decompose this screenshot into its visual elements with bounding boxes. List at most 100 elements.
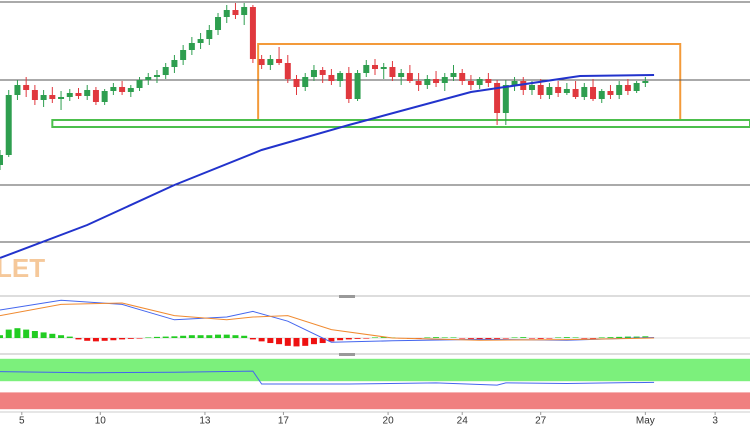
histogram-bar — [23, 329, 30, 338]
histogram-bar — [433, 337, 440, 338]
candle-body — [153, 75, 160, 77]
candle-body — [110, 87, 117, 91]
rsi-band — [0, 358, 750, 382]
candle-body — [398, 73, 405, 77]
zone — [51, 119, 750, 128]
histogram-bar — [284, 338, 291, 346]
x-tick-label: 5 — [19, 416, 25, 427]
candle-body — [441, 77, 448, 83]
candle-body — [145, 77, 152, 80]
histogram-bar — [92, 338, 99, 342]
candle-body — [511, 81, 518, 85]
histogram-bar — [249, 338, 256, 340]
histogram-bar — [581, 338, 588, 339]
candle-body — [267, 59, 274, 65]
histogram-bar — [328, 338, 335, 342]
histogram-bar — [267, 338, 274, 344]
histogram-bar — [555, 337, 562, 338]
histogram-bar — [520, 337, 527, 338]
histogram-bar — [84, 338, 91, 341]
candle-body — [415, 81, 422, 85]
candle-body — [459, 73, 466, 81]
candle-body — [406, 73, 413, 81]
candle-body — [31, 90, 38, 100]
candle-body — [450, 73, 457, 77]
histogram-bar — [476, 338, 483, 340]
histogram-bar — [215, 334, 222, 338]
histogram-bar — [450, 337, 457, 338]
moving-average — [0, 74, 655, 259]
histogram-bar — [153, 336, 160, 338]
histogram-bar — [563, 337, 570, 338]
resize-handle[interactable] — [339, 295, 355, 298]
candle-body — [241, 7, 248, 15]
histogram-bar — [241, 335, 248, 338]
histogram-bar — [607, 337, 614, 338]
candle-body — [58, 97, 65, 99]
histogram-bar — [380, 337, 387, 338]
candle-body — [528, 85, 535, 90]
candle-body — [75, 93, 82, 96]
candle-body — [284, 63, 291, 79]
candle-body — [258, 59, 265, 65]
histogram-bar — [171, 336, 178, 338]
histogram-bar — [494, 338, 501, 339]
candle-body — [372, 65, 378, 69]
candle-body — [276, 59, 283, 63]
histogram-bar — [363, 338, 370, 339]
x-tick-label: May — [636, 416, 655, 427]
candle-body — [494, 83, 501, 113]
histogram-bar — [49, 333, 56, 338]
histogram-bar — [441, 337, 448, 338]
histogram-bar — [502, 338, 509, 339]
histogram-bar — [110, 338, 117, 341]
histogram-bar — [58, 335, 65, 338]
histogram-bar — [40, 332, 47, 338]
histogram-bar — [598, 337, 605, 338]
candle-body — [328, 75, 335, 81]
histogram-bar — [546, 338, 553, 339]
candle-body — [389, 67, 396, 77]
x-tick-label: 17 — [278, 416, 290, 427]
candle-body — [581, 87, 588, 97]
histogram-bar — [302, 338, 309, 346]
candle-body — [23, 85, 30, 90]
histogram-bar — [633, 336, 640, 338]
candle-body — [546, 87, 553, 95]
candle-body — [485, 79, 492, 83]
candle-body — [223, 10, 230, 17]
candle-body — [136, 80, 143, 88]
candle-body — [40, 95, 47, 100]
histogram-bar — [232, 335, 239, 338]
candle-body — [171, 60, 178, 67]
candle-body — [293, 79, 300, 87]
watermark: LET — [0, 253, 45, 283]
x-tick-label: 20 — [383, 416, 395, 427]
resize-handle[interactable] — [339, 353, 355, 356]
candle-body — [127, 88, 134, 92]
candle-body — [162, 67, 169, 75]
histogram-bar — [624, 336, 631, 338]
candle-body — [215, 17, 222, 30]
candle-body — [633, 83, 640, 91]
histogram-bar — [101, 338, 108, 341]
candle-body — [180, 50, 187, 60]
x-tick-label: 13 — [199, 416, 211, 427]
candle-body — [206, 30, 213, 39]
candle-body — [232, 10, 239, 15]
x-tick-label: 10 — [95, 416, 107, 427]
candle-body — [14, 85, 21, 95]
candle-body — [101, 91, 108, 102]
histogram-bar — [459, 338, 466, 339]
candle-body — [537, 85, 544, 95]
histogram-bar — [511, 337, 518, 338]
histogram-bar — [572, 337, 579, 338]
candle-body — [563, 89, 570, 93]
candle-body — [249, 7, 256, 59]
candle-body — [380, 67, 387, 69]
rsi-band — [0, 392, 750, 410]
histogram-bar — [5, 329, 12, 338]
histogram-bar — [319, 338, 326, 344]
candle-body — [642, 81, 649, 83]
